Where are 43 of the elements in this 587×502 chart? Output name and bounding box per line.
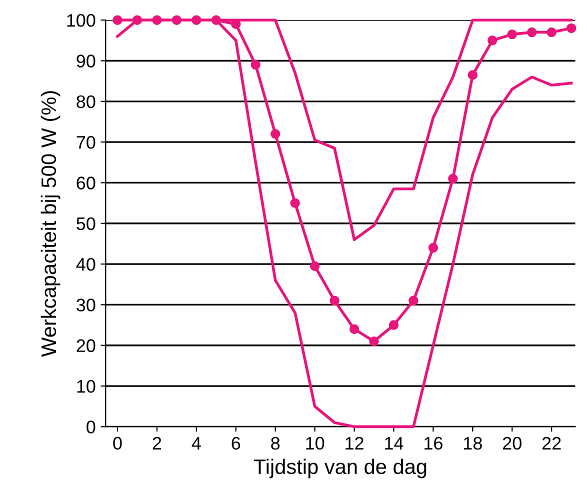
point — [566, 23, 576, 34]
point — [250, 60, 260, 70]
point — [290, 198, 300, 208]
y-tick-label: 70 — [76, 136, 96, 149]
x-axis-title: Tijdstip van de dag — [254, 458, 426, 478]
x-tick-label: 10 — [306, 436, 324, 450]
point — [388, 320, 399, 330]
y-tick-label: 20 — [76, 339, 96, 352]
point — [330, 296, 340, 306]
x-tick-label: 14 — [385, 437, 404, 450]
y-tick-label: 90 — [76, 54, 96, 68]
x-tick-label: 12 — [346, 436, 364, 450]
y-tick-label: 100 — [67, 14, 96, 27]
y-tick-label: 30 — [76, 298, 96, 312]
point — [270, 129, 280, 139]
y-tick-label: 80 — [76, 95, 96, 108]
point — [408, 296, 418, 306]
y-tick-label: 40 — [76, 258, 96, 271]
x-tick-label: 22 — [542, 436, 561, 450]
x-tick-label: 2 — [152, 436, 162, 450]
point — [526, 27, 537, 38]
point — [428, 242, 438, 253]
point — [349, 324, 360, 334]
x-tick-label: 18 — [464, 436, 482, 450]
point — [369, 336, 379, 346]
point — [112, 15, 122, 25]
y-axis-title: Werkcapaciteit bij 500 W (%) — [40, 91, 60, 357]
y-tick-label: 60 — [76, 176, 96, 190]
x-tick-label: 0 — [113, 436, 122, 450]
x-tick-label: 16 — [424, 436, 442, 450]
y-tick-label: 50 — [76, 217, 96, 230]
point — [468, 70, 478, 80]
point — [488, 36, 498, 46]
point — [310, 261, 320, 271]
x-tick-label: 6 — [232, 436, 240, 450]
y-tick-label: 10 — [77, 380, 96, 393]
point — [507, 29, 517, 40]
x-tick-label: 20 — [502, 436, 522, 450]
x-tick-label: 4 — [192, 437, 201, 450]
point — [546, 27, 556, 38]
point — [448, 174, 458, 184]
x-tick-label: 8 — [271, 436, 280, 450]
y-tick-label: 0 — [86, 420, 96, 434]
